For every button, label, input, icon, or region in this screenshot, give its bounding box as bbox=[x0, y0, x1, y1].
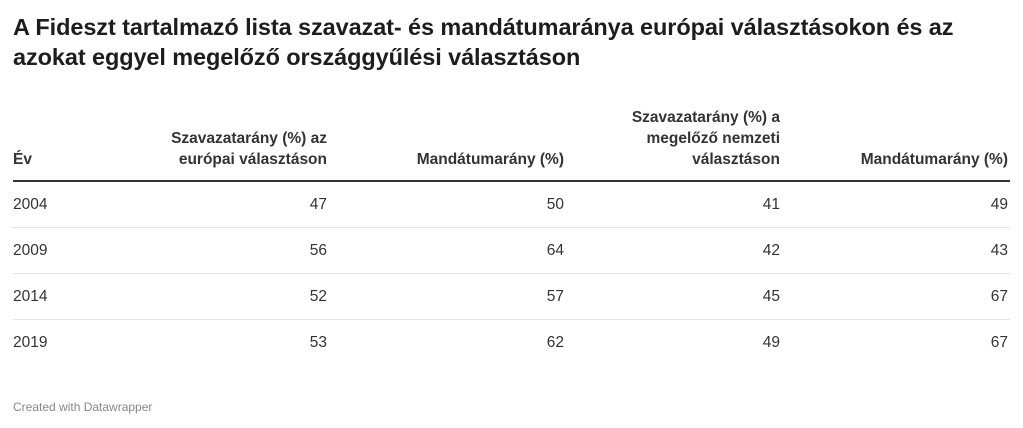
column-header-year[interactable]: Év bbox=[13, 107, 163, 182]
cell-national-vote-share: 49 bbox=[762, 333, 780, 351]
cell-national-seat-share: 67 bbox=[990, 333, 1008, 351]
column-header-eu-seat-share[interactable]: Mandátumarány (%) bbox=[329, 107, 566, 182]
cell-eu-vote-share: 56 bbox=[163, 227, 329, 274]
cell-national-vote-share: 41 bbox=[566, 181, 782, 228]
cell-eu-vote-share: 47 bbox=[163, 181, 329, 228]
cell-national-seat-share: 67 bbox=[782, 273, 1010, 320]
cell-eu-seat-share: 62 bbox=[546, 333, 564, 351]
table-row: 2014 52 57 45 67 bbox=[13, 273, 1010, 320]
cell-eu-seat-share: 64 bbox=[329, 227, 566, 274]
column-header-eu-vote-share[interactable]: Szavazatarány (%) az európai választáson bbox=[163, 107, 329, 182]
table-row: 2004 47 50 41 49 bbox=[13, 181, 1010, 228]
chart-title: A Fideszt tartalmazó lista szavazat- és … bbox=[13, 14, 954, 70]
table-header-row: Év Szavazatarány (%) az európai választá… bbox=[13, 107, 1010, 182]
cell-year: 2014 bbox=[13, 273, 163, 320]
cell-year: 2004 bbox=[13, 181, 163, 228]
cell-national-vote-share: 42 bbox=[566, 227, 782, 274]
table-row: 2009 56 64 42 43 bbox=[13, 227, 1010, 274]
cell-national-seat-share: 43 bbox=[782, 227, 1010, 274]
footer-credit[interactable]: Created with Datawrapper bbox=[13, 400, 153, 414]
column-header-national-vote-share[interactable]: Szavazatarány (%) a megelőző nemzeti vál… bbox=[566, 107, 782, 182]
cell-eu-vote-share: 53 bbox=[309, 333, 327, 351]
cell-eu-seat-share: 50 bbox=[329, 181, 566, 228]
column-header-national-seat-share[interactable]: Mandátumarány (%) bbox=[782, 107, 1010, 182]
cell-national-seat-share: 49 bbox=[782, 181, 1010, 228]
cell-year: 2019 bbox=[13, 333, 48, 351]
data-table: Év Szavazatarány (%) az európai választá… bbox=[13, 107, 1010, 365]
cell-eu-seat-share: 57 bbox=[329, 273, 566, 320]
table-row: 2019 53 62 49 67 bbox=[13, 320, 1010, 366]
cell-eu-vote-share: 52 bbox=[163, 273, 329, 320]
cell-year: 2009 bbox=[13, 227, 163, 274]
cell-national-vote-share: 45 bbox=[566, 273, 782, 320]
